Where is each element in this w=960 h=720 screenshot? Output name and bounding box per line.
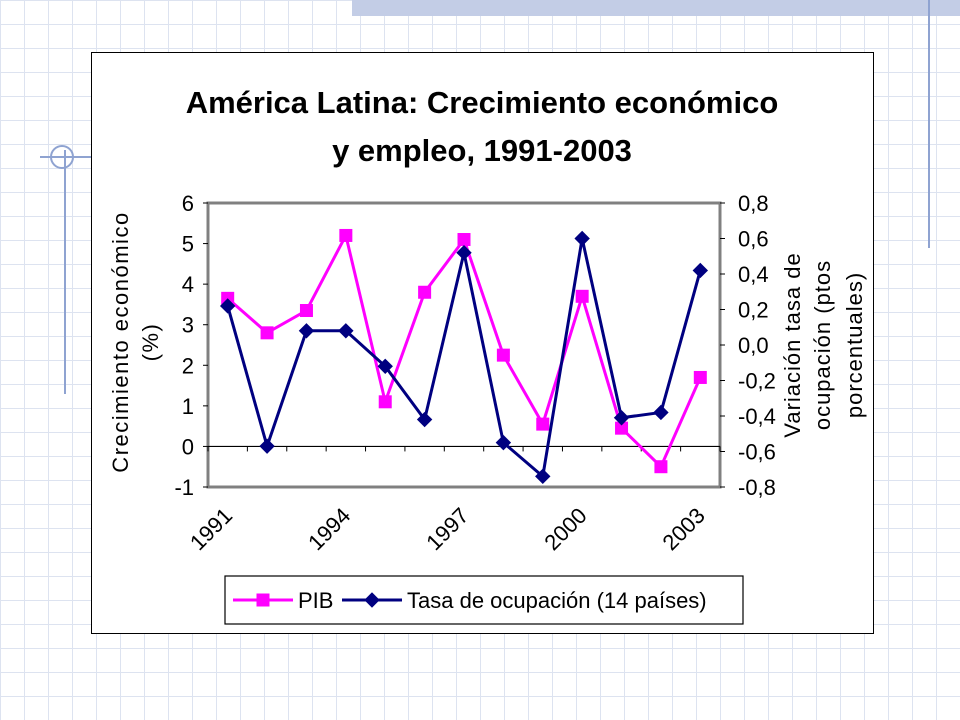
data-point [299, 304, 313, 318]
data-point [574, 230, 590, 247]
slide-decoration-bar [352, 0, 960, 16]
left-axis-label-line: Crecimiento económico [108, 211, 133, 472]
slide-decoration-line [928, 0, 930, 248]
axes: -1 0 1 2 3 4 5 6 -0,8 -0,6 -0,4 -0,2 0,0 0,2 0,4 0,6 0,8… [174, 191, 775, 555]
right-tick-label: -0,6 [738, 440, 776, 465]
data-point [338, 323, 354, 339]
data-point [219, 298, 236, 314]
data-point [418, 285, 432, 299]
data-point [378, 395, 392, 409]
series-tasa-ocupacion [219, 230, 709, 485]
data-point [536, 417, 550, 431]
x-tick-label: 1991 [185, 503, 237, 555]
data-point [575, 289, 589, 303]
legend-label: Tasa de ocupación (14 países) [407, 588, 707, 613]
right-tick-label: 0,2 [738, 298, 769, 323]
right-tick-label: 0,8 [738, 191, 769, 216]
slide-decoration-line-left [64, 150, 66, 394]
legend-swatch-marker [256, 593, 270, 607]
data-point [692, 262, 709, 279]
left-tick-label: 4 [182, 272, 194, 297]
data-point [457, 233, 471, 247]
x-tick-label: 2003 [658, 503, 710, 555]
legend-swatch-marker [364, 592, 380, 608]
x-tick-label: 1994 [303, 503, 355, 555]
right-tick-label: 0,4 [738, 262, 769, 287]
x-tick-label: 2000 [539, 503, 591, 555]
left-tick-label: -1 [174, 475, 194, 500]
left-tick-label: 1 [182, 394, 194, 419]
right-tick-label: 0,0 [738, 333, 769, 358]
data-point [260, 326, 274, 340]
left-tick-label: 2 [182, 353, 194, 378]
series-pib [221, 228, 707, 474]
data-point [496, 348, 510, 362]
data-point [535, 468, 551, 485]
data-point [298, 323, 315, 339]
left-tick-label: 6 [182, 191, 194, 216]
right-axis-label-line: ocupación (ptos [810, 260, 835, 430]
legend-label: PIB [298, 588, 333, 613]
right-axis-label-line: porcentuales) [842, 272, 867, 418]
data-point [339, 228, 353, 242]
data-point [613, 410, 630, 426]
legend: PIB Tasa de ocupación (14 países) [224, 575, 744, 625]
left-axis-label: Crecimiento económico (%) [108, 211, 163, 472]
right-tick-label: -0,2 [738, 369, 776, 394]
data-point [653, 404, 669, 421]
data-point [693, 370, 707, 384]
right-tick-label: 0,6 [738, 227, 769, 252]
left-tick-label: 5 [182, 232, 194, 257]
left-tick-label: 0 [182, 434, 194, 459]
data-point [456, 244, 472, 261]
series-layer [219, 228, 709, 485]
right-tick-label: -0,8 [738, 475, 776, 500]
chart-title-line-1: América Latina: Crecimiento económico [186, 85, 779, 120]
x-tick-label: 1997 [421, 503, 473, 555]
data-point [654, 460, 668, 474]
left-axis-label-line: (%) [138, 323, 163, 362]
slide-decoration-circle [50, 145, 74, 169]
left-tick-label: 3 [182, 313, 194, 338]
data-point [416, 411, 433, 428]
data-point [495, 434, 512, 451]
right-tick-label: -0,4 [738, 404, 776, 429]
right-axis-label: Variación tasa de ocupación (ptos porcentu… [780, 252, 867, 437]
chart-title-line-2: y empleo, 1991-2003 [332, 133, 632, 168]
legend-box [224, 575, 744, 625]
data-point [259, 438, 275, 454]
right-axis-label-line: Variación tasa de [780, 252, 805, 437]
data-point [377, 358, 393, 375]
